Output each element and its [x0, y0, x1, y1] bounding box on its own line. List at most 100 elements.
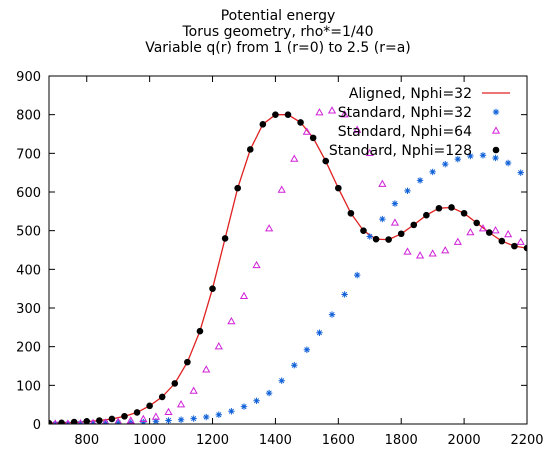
data-point-dot — [485, 229, 493, 236]
data-point-triangle — [65, 419, 71, 424]
data-point-star — [253, 397, 260, 404]
data-point-dot — [523, 244, 527, 252]
y-tick-label: 0 — [33, 418, 41, 433]
data-point-dot — [397, 230, 405, 238]
data-point-star — [203, 413, 210, 421]
y-tick-label: 500 — [16, 225, 41, 240]
data-point-dot — [133, 409, 141, 416]
series-2 — [52, 152, 524, 424]
data-point-triangle — [176, 400, 186, 408]
data-point-star — [278, 377, 285, 384]
data-point-triangle — [491, 226, 500, 234]
data-point-star — [114, 419, 122, 424]
data-point-star — [517, 169, 524, 176]
series-3 — [52, 106, 525, 424]
legend-label: Aligned, Nphi=32 — [349, 86, 472, 102]
x-tick-label: 800 — [74, 433, 99, 448]
x-tick-label: 1200 — [196, 433, 229, 448]
data-point-star — [215, 411, 223, 418]
data-point-star — [303, 346, 311, 353]
data-point-dot — [184, 358, 191, 366]
y-tick-label: 300 — [16, 302, 41, 317]
data-point-triangle — [504, 229, 513, 238]
data-point-dot — [284, 111, 292, 118]
x-tick-label: 2200 — [510, 433, 543, 448]
data-point-dot — [259, 121, 267, 128]
y-tick-label: 700 — [16, 147, 41, 162]
data-point-triangle — [390, 218, 400, 226]
data-point-dot — [49, 419, 53, 424]
data-point-dot — [360, 227, 367, 234]
data-point-dot — [246, 146, 254, 153]
data-point-star — [102, 420, 109, 424]
y-tick-label: 100 — [16, 379, 41, 394]
data-point-dot — [335, 184, 342, 192]
data-point-star — [265, 389, 273, 397]
data-point-triangle — [89, 418, 97, 424]
x-tick-label: 1600 — [322, 433, 355, 448]
data-point-dot — [322, 157, 330, 165]
data-point-triangle — [327, 106, 337, 114]
chart-title-line: Torus geometry, rho*=1/40 — [182, 24, 374, 40]
data-point-star — [353, 271, 361, 279]
data-point-star — [152, 418, 160, 424]
data-point-triangle — [302, 127, 311, 135]
data-point-star — [429, 168, 436, 176]
data-point-star — [454, 155, 462, 163]
data-point-dot — [209, 285, 216, 292]
data-point-triangle — [415, 251, 425, 259]
data-point-star — [240, 403, 248, 410]
data-point-dot — [410, 221, 418, 229]
legend-triangle-swatch — [491, 126, 501, 134]
data-point-dot — [158, 393, 166, 401]
data-point-star — [316, 329, 323, 336]
data-point-dot — [385, 236, 392, 243]
data-point-star — [140, 418, 147, 424]
data-point-dot — [372, 235, 380, 243]
data-point-triangle — [353, 125, 362, 133]
y-tick-label: 400 — [16, 263, 41, 278]
data-point-triangle — [453, 237, 462, 245]
data-point-triangle — [478, 224, 488, 232]
y-tick-label: 200 — [16, 341, 41, 356]
data-point-dot — [196, 327, 204, 335]
data-point-triangle — [441, 246, 450, 254]
data-point-triangle — [52, 419, 58, 424]
x-tick-label: 2000 — [448, 433, 481, 448]
data-point-star — [190, 415, 197, 422]
data-point-star — [291, 362, 298, 369]
data-point-dot — [297, 119, 304, 126]
data-point-triangle — [214, 342, 223, 350]
data-point-triangle — [164, 407, 173, 416]
data-point-dot — [146, 402, 153, 410]
data-point-triangle — [102, 418, 109, 424]
data-point-dot — [272, 111, 279, 118]
data-point-dot — [435, 204, 443, 212]
data-point-triangle — [239, 291, 249, 300]
data-point-dot — [121, 412, 128, 420]
data-point-star — [479, 152, 487, 159]
y-tick-label: 900 — [16, 70, 41, 85]
data-point-dot — [234, 184, 241, 192]
data-point-dot — [58, 419, 65, 424]
y-tick-label: 800 — [16, 109, 41, 124]
data-point-triangle — [290, 154, 299, 162]
data-point-triangle — [265, 224, 274, 232]
data-point-triangle — [403, 247, 412, 255]
data-point-triangle — [202, 365, 211, 373]
data-point-triangle — [189, 386, 198, 394]
data-point-dot — [498, 237, 506, 245]
y-tick-label: 600 — [16, 186, 41, 201]
data-point-triangle — [126, 416, 135, 424]
data-point-star — [328, 311, 336, 318]
data-point-triangle — [428, 249, 437, 257]
data-point-star — [391, 200, 399, 207]
plot-frame — [48, 75, 528, 425]
x-tick-label: 1800 — [385, 433, 418, 448]
data-point-triangle — [151, 412, 161, 420]
data-point-star — [416, 177, 424, 184]
chart-title-line: Potential energy — [221, 8, 336, 24]
data-point-star — [442, 160, 449, 168]
